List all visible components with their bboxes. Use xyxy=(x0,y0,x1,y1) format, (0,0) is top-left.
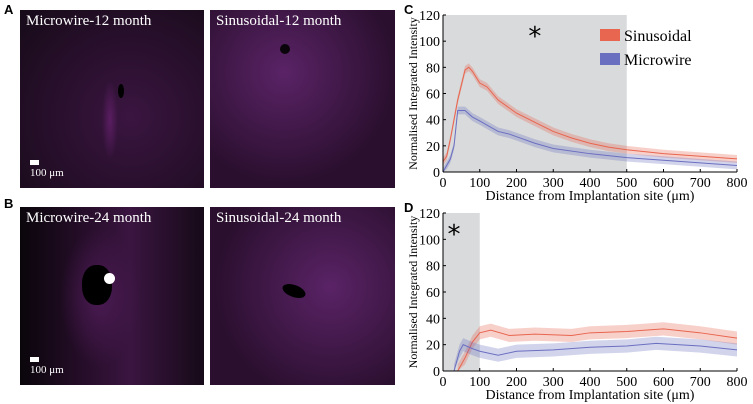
image-title: Sinusoidal-12 month xyxy=(216,13,342,29)
x-tick-label: 300 xyxy=(543,176,564,191)
x-tick-label: 300 xyxy=(543,375,564,390)
panel-label-c: C xyxy=(404,2,414,17)
x-tick-label: 100 xyxy=(469,176,490,191)
x-tick-label: 800 xyxy=(727,375,748,390)
y-tick-label: 40 xyxy=(426,312,440,327)
significance-asterisk: * xyxy=(448,220,461,250)
series-line-microwire xyxy=(453,342,738,372)
shaded-region xyxy=(443,213,480,371)
scale-bar: 100 μm xyxy=(30,160,64,179)
y-tick-label: 60 xyxy=(426,286,440,301)
micrograph-microwire-24: Microwire-24 month 100 μm xyxy=(20,207,204,385)
micrograph-sinusoidal-24: Sinusoidal-24 month xyxy=(210,207,395,385)
x-tick-label: 100 xyxy=(469,375,490,390)
scale-bar: 100 μm xyxy=(30,357,64,376)
x-tick-label: 200 xyxy=(506,375,527,390)
image-title: Microwire-24 month xyxy=(26,210,152,226)
legend-label-microwire: Microwire xyxy=(624,52,692,69)
error-band-sinusoidal xyxy=(443,63,737,166)
scale-label: 100 μm xyxy=(30,364,64,376)
panel-label-b: B xyxy=(4,196,14,211)
micrograph-sinusoidal-12: Sinusoidal-12 month xyxy=(210,10,395,188)
y-tick-label: 100 xyxy=(419,233,440,248)
legend-swatch-sinusoidal xyxy=(600,29,620,41)
micrograph-microwire-12: Microwire-12 month 100 μm xyxy=(20,10,204,188)
x-tick-label: 0 xyxy=(440,375,447,390)
y-axis-label: Normalised Integrated Intensity xyxy=(406,216,420,369)
y-tick-label: 120 xyxy=(419,207,440,222)
x-tick-label: 0 xyxy=(440,176,447,191)
significance-asterisk: * xyxy=(528,22,541,52)
y-tick-label: 80 xyxy=(426,61,440,76)
panel-label-d: D xyxy=(404,200,414,215)
image-title: Sinusoidal-24 month xyxy=(216,210,342,226)
x-tick-label: 700 xyxy=(690,176,711,191)
y-tick-label: 20 xyxy=(426,140,440,155)
error-band-microwire xyxy=(454,336,737,371)
x-tick-label: 800 xyxy=(727,176,748,191)
x-tick-label: 600 xyxy=(653,176,674,191)
y-tick-label: 40 xyxy=(426,114,440,129)
scale-label: 100 μm xyxy=(30,167,64,179)
x-tick-label: 500 xyxy=(616,375,637,390)
image-title: Microwire-12 month xyxy=(26,13,152,29)
y-axis-label: Normalised Integrated Intensity xyxy=(406,17,420,170)
x-tick-label: 500 xyxy=(616,176,637,191)
legend-swatch-microwire xyxy=(600,53,620,65)
y-tick-label: 0 xyxy=(433,365,440,380)
error-band-microwire xyxy=(443,106,737,172)
y-tick-label: 60 xyxy=(426,88,440,103)
shaded-region xyxy=(443,15,627,172)
y-tick-label: 80 xyxy=(426,260,440,275)
series-line-sinusoidal xyxy=(457,328,738,372)
y-tick-label: 20 xyxy=(426,339,440,354)
legend-label-sinusoidal: Sinusoidal xyxy=(624,28,692,45)
y-tick-label: 120 xyxy=(419,9,440,24)
x-tick-label: 200 xyxy=(506,176,527,191)
x-axis-label: Distance from Implantation site (μm) xyxy=(486,388,695,403)
panel-label-a: A xyxy=(4,2,14,17)
x-tick-label: 600 xyxy=(653,375,674,390)
y-tick-label: 0 xyxy=(433,166,440,181)
y-tick-label: 100 xyxy=(419,35,440,50)
x-tick-label: 400 xyxy=(580,375,601,390)
series-line-microwire xyxy=(442,110,738,173)
x-tick-label: 400 xyxy=(580,176,601,191)
x-axis-label: Distance from Implantation site (μm) xyxy=(486,189,695,204)
series-line-sinusoidal xyxy=(442,66,738,162)
x-tick-label: 700 xyxy=(690,375,711,390)
